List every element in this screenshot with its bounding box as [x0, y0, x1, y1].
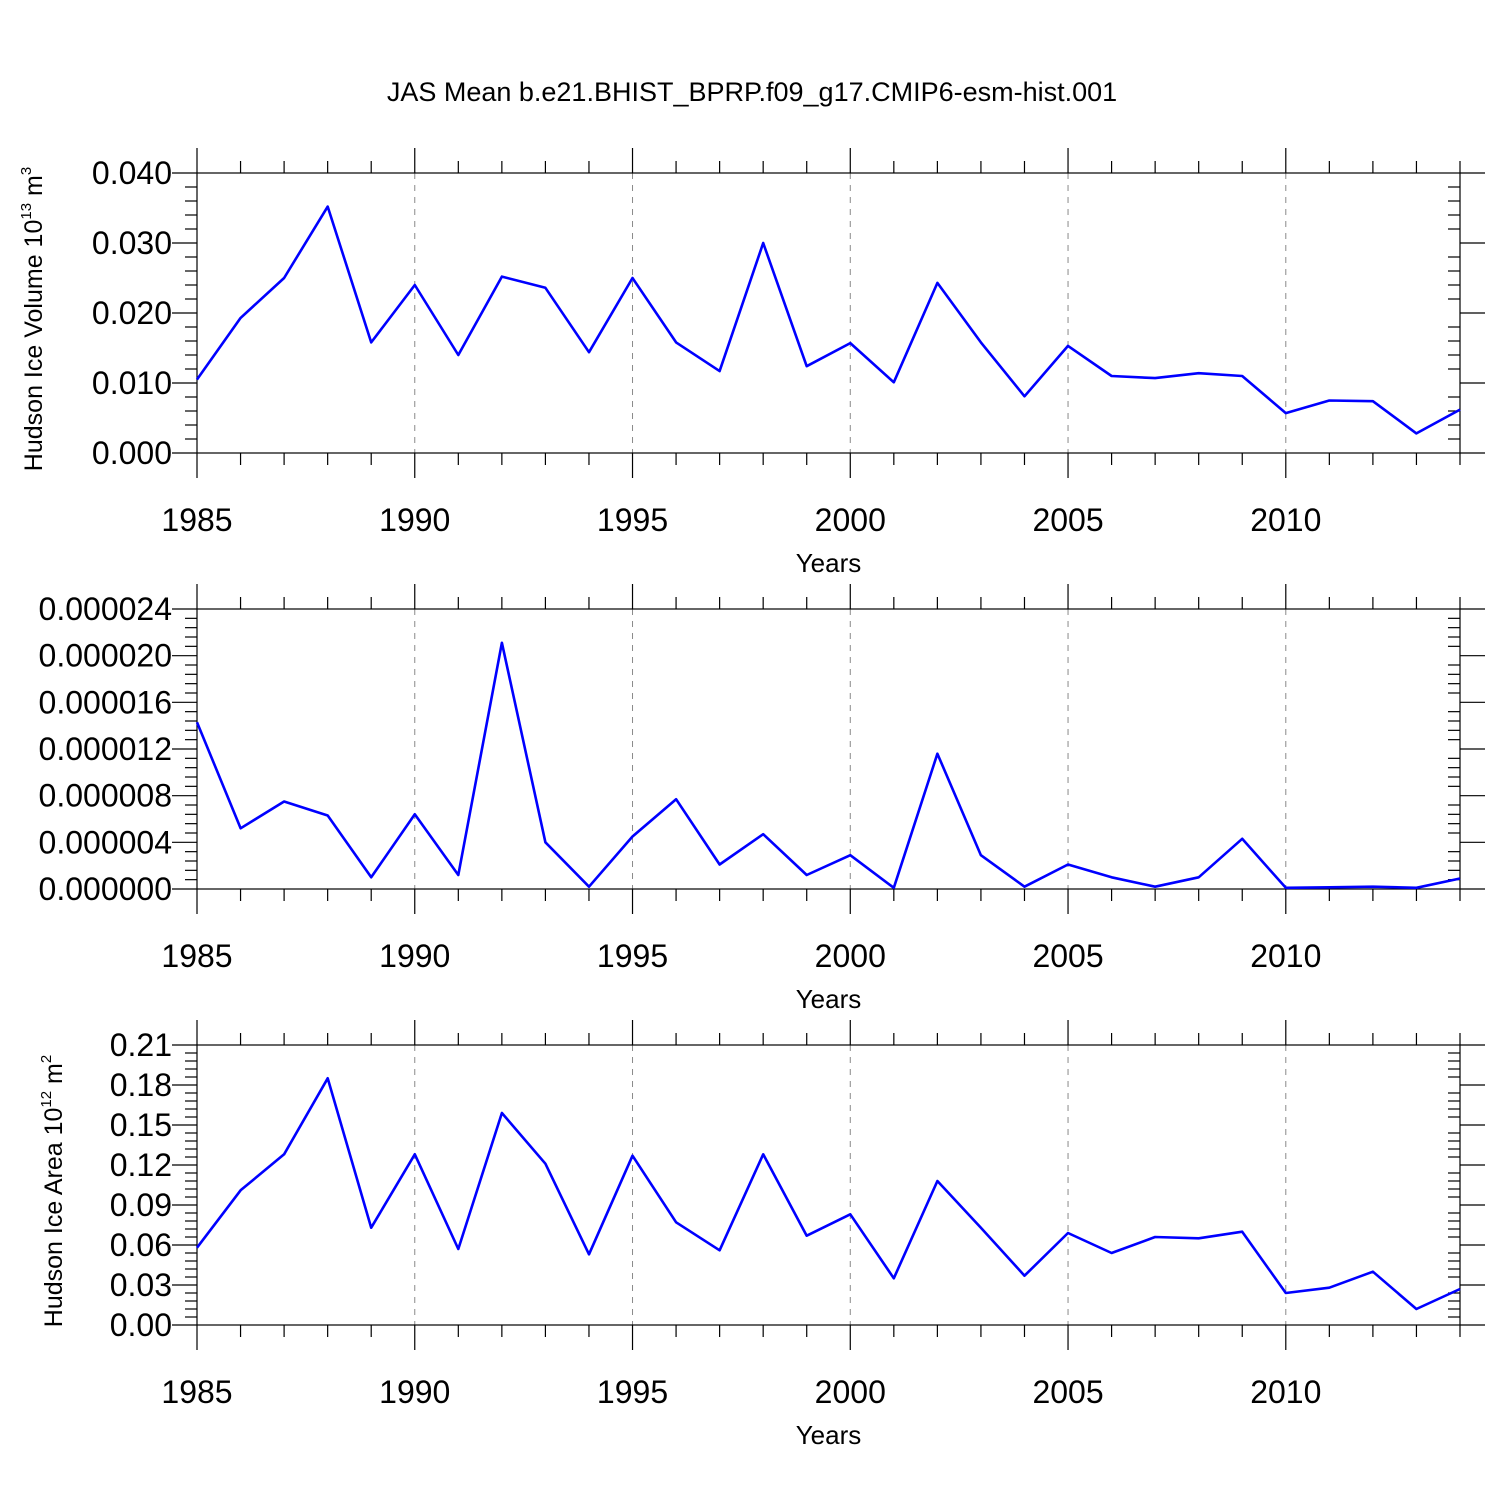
y-tick-label: 0.000000	[39, 871, 172, 907]
y-tick-label: 0.000016	[39, 684, 172, 720]
panel-middle: 0.000000 0.000004 0.000008 0.000012 0.000016…	[39, 584, 1485, 1014]
series-lines	[195, 641, 1461, 890]
panel-ice-area: 0.00 0.03 0.06 0.09 0.12 0.15 0.18 0.21 1985 1990…	[38, 1020, 1485, 1450]
x-tick-label: 1985	[161, 938, 232, 974]
y-tick-label: 0.000012	[39, 731, 172, 767]
y-tick-label: 0.000008	[39, 778, 172, 814]
y-tick-label: 0.09	[110, 1187, 172, 1223]
y-tick-label: 0.000024	[39, 591, 172, 627]
y-tick-label: 0.000	[92, 435, 172, 471]
x-axis-label: Years	[796, 548, 862, 578]
x-tick-label: 1985	[161, 502, 232, 538]
y-axis-label: Hudson Ice Volume 1013 m3	[18, 167, 48, 471]
y-tick-label: 0.18	[110, 1067, 172, 1103]
y-tick-label: 0.000020	[39, 638, 172, 674]
grid-lines	[414, 609, 1287, 889]
y-axis-label: Hudson Ice Area 1012 m2	[38, 1055, 68, 1327]
panel-ice-volume: 0.000 0.010 0.020 0.030 0.040 1985 1990 1995 200…	[18, 148, 1485, 578]
y-tick-label: 0.03	[110, 1267, 172, 1303]
x-tick-label: 1995	[597, 938, 668, 974]
y-tick-label: 0.030	[92, 225, 172, 261]
plot-frame	[196, 608, 1461, 890]
grid-lines	[414, 173, 1287, 453]
y-tick-label: 0.15	[110, 1107, 172, 1143]
x-tick-label: 2005	[1032, 938, 1103, 974]
x-tick-label: 2000	[815, 938, 886, 974]
x-tick-label: 2005	[1032, 1374, 1103, 1410]
x-tick-label: 1995	[597, 502, 668, 538]
x-axis-label: Years	[796, 1420, 862, 1450]
y-tick-label: 0.020	[92, 295, 172, 331]
y-tick-label: 0.21	[110, 1027, 172, 1063]
x-tick-label: 1985	[161, 1374, 232, 1410]
plot-frame	[196, 172, 1461, 454]
y-tick-label: 0.010	[92, 365, 172, 401]
x-tick-label: 1990	[379, 938, 450, 974]
x-tick-label: 2000	[815, 1374, 886, 1410]
series-line	[195, 641, 1461, 890]
axes-frame	[172, 1020, 1485, 1350]
x-tick-label: 2010	[1250, 502, 1321, 538]
tick-labels: 0.000000 0.000004 0.000008 0.000012 0.000016…	[39, 591, 1322, 974]
tick-labels: 0.00 0.03 0.06 0.09 0.12 0.15 0.18 0.21 1985 1990…	[110, 1027, 1322, 1410]
x-axis-label: Years	[796, 984, 862, 1014]
grid-lines	[414, 1045, 1287, 1325]
y-tick-label: 0.040	[92, 155, 172, 191]
y-tick-label: 0.12	[110, 1147, 172, 1183]
x-tick-label: 2000	[815, 502, 886, 538]
x-tick-label: 2010	[1250, 1374, 1321, 1410]
x-tick-label: 1990	[379, 1374, 450, 1410]
y-tick-label: 0.06	[110, 1227, 172, 1263]
tick-labels: 0.000 0.010 0.020 0.030 0.040 1985 1990 1995 200…	[92, 155, 1321, 538]
series-line	[195, 1077, 1461, 1311]
x-tick-label: 2010	[1250, 938, 1321, 974]
x-tick-label: 2005	[1032, 502, 1103, 538]
axes-frame	[172, 584, 1485, 914]
series-lines	[195, 1077, 1461, 1311]
y-tick-label: 0.00	[110, 1307, 172, 1343]
x-tick-label: 1990	[379, 502, 450, 538]
plot-frame	[196, 1044, 1461, 1326]
series-lines	[195, 205, 1461, 435]
axes-frame	[172, 148, 1485, 478]
x-tick-label: 1995	[597, 1374, 668, 1410]
series-line	[195, 205, 1461, 435]
figure-title: JAS Mean b.e21.BHIST_BPRP.f09_g17.CMIP6-…	[387, 77, 1117, 107]
y-tick-label: 0.000004	[39, 824, 172, 860]
